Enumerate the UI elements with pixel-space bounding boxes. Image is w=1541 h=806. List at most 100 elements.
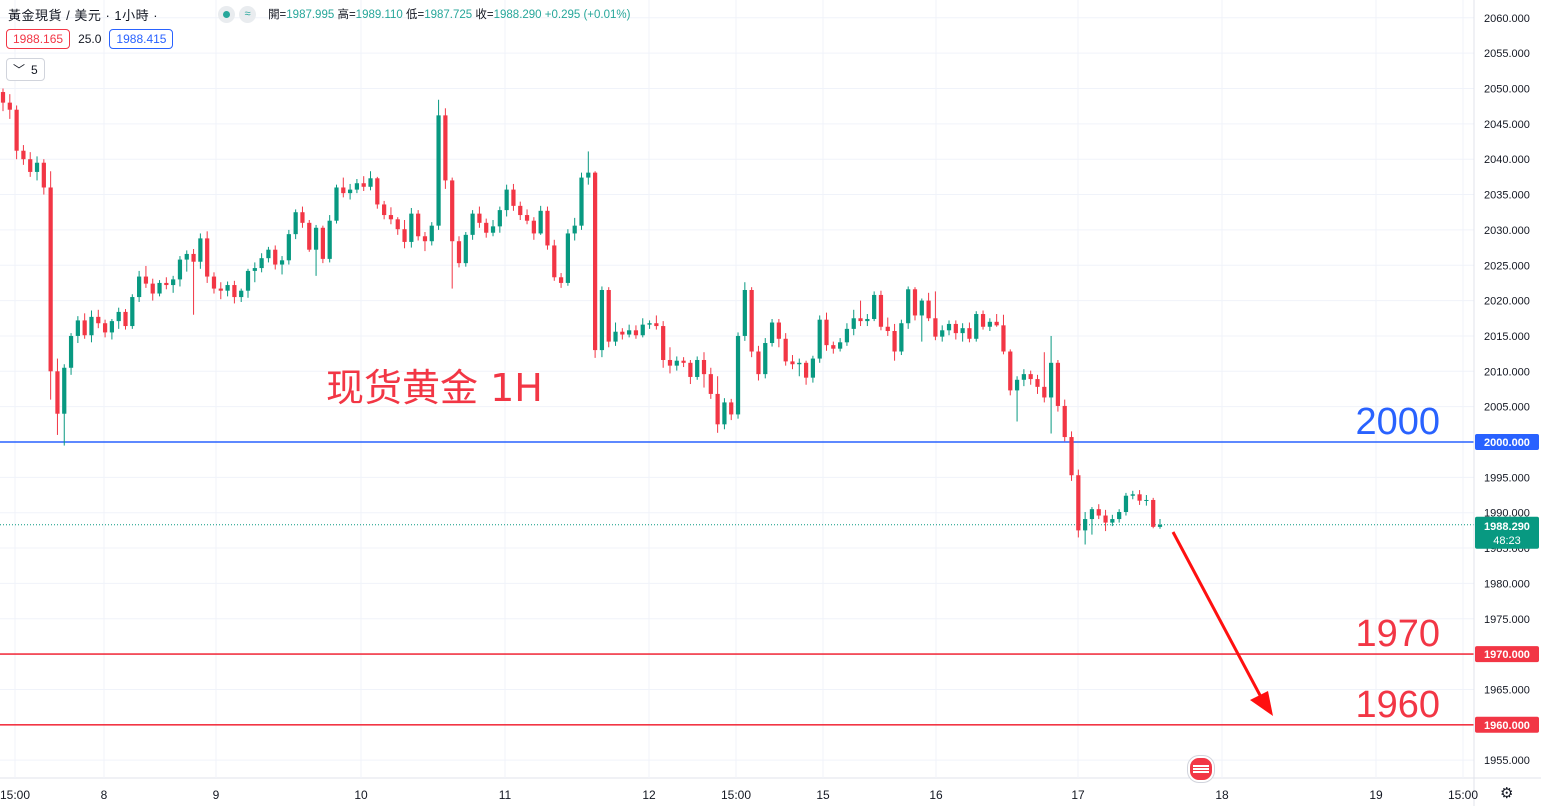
annotation-title[interactable]: 现货黄金 1H (326, 366, 543, 410)
data-feed-icon[interactable]: ≈ (239, 5, 257, 23)
price-tick-label: 1965.000 (1484, 684, 1530, 696)
us-flag-icon[interactable] (1188, 756, 1214, 782)
price-tick-label: 1975.000 (1484, 614, 1530, 626)
candle-body (742, 289, 747, 336)
price-tick-label: 2045.000 (1484, 119, 1530, 131)
drawings[interactable]: 现货黄金 1H 2000 1970 1960 (326, 366, 1440, 726)
candle-body (572, 225, 577, 234)
buy-button[interactable]: 1988.415 (109, 29, 174, 49)
candle (1062, 399, 1067, 442)
candle-body (1130, 494, 1135, 496)
candle (191, 248, 196, 315)
candle-body (116, 311, 121, 322)
candle-body (1103, 515, 1108, 523)
candle-body (402, 229, 407, 242)
level-badge (1475, 434, 1539, 450)
open-value: 1987.995 (286, 9, 335, 21)
candle (28, 152, 33, 177)
candle-body (633, 330, 639, 336)
candle (245, 268, 251, 298)
candle (878, 290, 884, 331)
candle-body (940, 330, 945, 337)
candle-body (1137, 494, 1142, 501)
market-status-icon[interactable] (218, 5, 236, 23)
candle-body (361, 183, 366, 187)
horizontal-levels[interactable] (0, 441, 1474, 726)
candle (946, 320, 952, 336)
candle (586, 151, 591, 185)
candle (409, 207, 414, 248)
candle (797, 358, 802, 377)
candle-body (1089, 509, 1095, 520)
candle (974, 311, 979, 342)
candle (1144, 495, 1149, 506)
chevron-down-icon: ﹀ (13, 63, 26, 77)
indicators-toggle[interactable]: ﹀ 5 (6, 58, 45, 81)
candle-body (232, 285, 237, 298)
candle-body (89, 316, 94, 336)
time-tick-label: 17 (1071, 788, 1085, 802)
candle (497, 206, 502, 233)
candle-body (395, 219, 400, 230)
candle (354, 178, 360, 194)
candle (933, 291, 938, 341)
candle-body (177, 259, 183, 280)
candle-body (497, 210, 502, 227)
gear-icon[interactable]: ⚙ (1500, 785, 1514, 802)
candle-body (810, 358, 816, 378)
candle-body (1096, 509, 1101, 516)
low-value: 1987.725 (424, 9, 473, 21)
candle-body (279, 260, 285, 265)
candle-body (198, 238, 203, 262)
time-tick-label: 15:00 (721, 788, 751, 802)
candle-body (967, 328, 972, 339)
candle (137, 270, 142, 303)
candle (334, 184, 339, 224)
candle (892, 323, 897, 361)
candle (429, 222, 434, 246)
candle (885, 317, 890, 336)
candle (565, 229, 570, 286)
candle (477, 206, 482, 228)
candle-body (688, 362, 693, 377)
chart-header: 黃金現貨 / 美元 · 1小時 · ≈ 開=1987.995 高=1989.11… (8, 4, 630, 24)
candle-body (164, 282, 169, 286)
candle-body (259, 258, 264, 269)
high-label: 高= (337, 9, 356, 21)
candle (865, 314, 870, 327)
candle (558, 273, 564, 288)
down-arrow-drawing[interactable] (1171, 531, 1273, 716)
candle-body (34, 162, 40, 172)
candle-body (872, 294, 877, 319)
price-tick-label: 1995.000 (1484, 472, 1530, 484)
bar-countdown: 48:23 (1493, 535, 1521, 547)
price-axis[interactable]: 2060.000 2055.000 2050.000 2045.000 2040.000… (1473, 0, 1530, 806)
candle (48, 171, 53, 400)
candle-body (906, 289, 911, 324)
price-tick-label: 2020.000 (1484, 296, 1530, 308)
candle (21, 145, 26, 165)
candle-body (511, 189, 516, 206)
candle-body (341, 187, 346, 194)
candle (1083, 511, 1088, 545)
candle-body (354, 183, 360, 190)
symbol-title[interactable]: 黃金現貨 / 美元 · 1小時 · (8, 7, 159, 23)
candle (1096, 504, 1101, 520)
time-axis[interactable]: 15:00 8 9 10 11 12 15:00 15 16 17 18 19 15:00 (0, 788, 1478, 802)
level-badge (1475, 646, 1539, 663)
candle (1103, 509, 1108, 532)
level-label: 1970 (1355, 613, 1440, 655)
candle (980, 310, 986, 330)
candle-body (490, 226, 496, 233)
candle (402, 220, 407, 249)
candle (783, 333, 788, 366)
candle (109, 318, 115, 340)
candle (688, 359, 693, 385)
candle (327, 215, 332, 263)
candle-body (899, 323, 904, 352)
candle-body (205, 238, 210, 277)
candle-body (749, 289, 754, 352)
sell-button[interactable]: 1988.165 (6, 29, 71, 49)
candle-body (143, 276, 149, 284)
